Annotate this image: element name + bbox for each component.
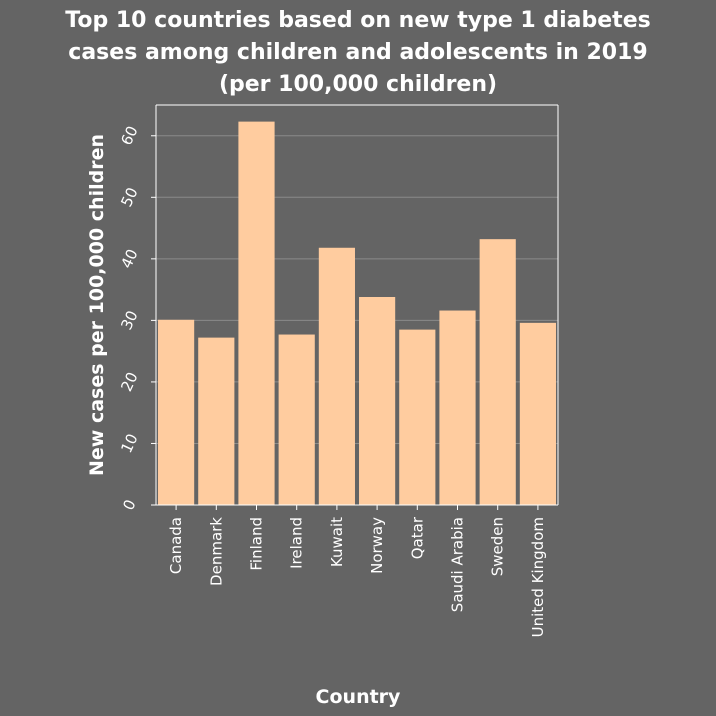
bar: [439, 310, 476, 505]
y-tick-label: 10: [117, 431, 141, 456]
bar: [519, 322, 556, 505]
y-axis-label: New cases per 100,000 children: [86, 134, 108, 476]
bar: [399, 329, 436, 505]
x-axis-label: Country: [316, 686, 402, 708]
x-tick-label: Sweden: [489, 517, 507, 576]
y-tick-label: 60: [117, 123, 141, 148]
chart-title-line-2: cases among children and adolescents in …: [68, 40, 647, 65]
x-tick-label: Kuwait: [328, 517, 346, 567]
y-tick-label: 20: [117, 369, 141, 394]
y-tick-labels: 0 10 20 30 40 50 60: [117, 123, 141, 513]
x-tick-label: Denmark: [207, 517, 225, 586]
x-tick-label: Saudi Arabia: [449, 517, 467, 612]
axes: [151, 104, 559, 510]
bar: [479, 239, 516, 505]
chart-title-line-3: (per 100,000 children): [219, 72, 497, 97]
bar: [238, 121, 275, 505]
y-tick-label: 50: [117, 185, 141, 210]
y-tick-label: 30: [117, 308, 141, 333]
bar: [158, 319, 195, 505]
chart-title: Top 10 countries based on new type 1 dia…: [65, 8, 650, 97]
x-tick-labels: Canada Denmark Finland Ireland Kuwait Norway Q…: [167, 516, 547, 637]
y-tick-label: 0: [119, 497, 139, 513]
bar: [359, 297, 396, 505]
x-tick-label: Ireland: [288, 517, 306, 569]
x-tick-label: Canada: [167, 517, 185, 574]
x-tick-label: Qatar: [408, 516, 426, 559]
bars: [158, 121, 556, 505]
y-tick-label: 40: [117, 246, 141, 271]
x-tick-label: Finland: [248, 517, 266, 571]
bar: [278, 334, 315, 505]
chart-title-line-1: Top 10 countries based on new type 1 dia…: [65, 8, 650, 33]
x-tick-label: Norway: [368, 517, 386, 574]
bar: [198, 337, 235, 505]
x-tick-label: United Kingdom: [529, 517, 547, 637]
bar: [318, 247, 355, 505]
